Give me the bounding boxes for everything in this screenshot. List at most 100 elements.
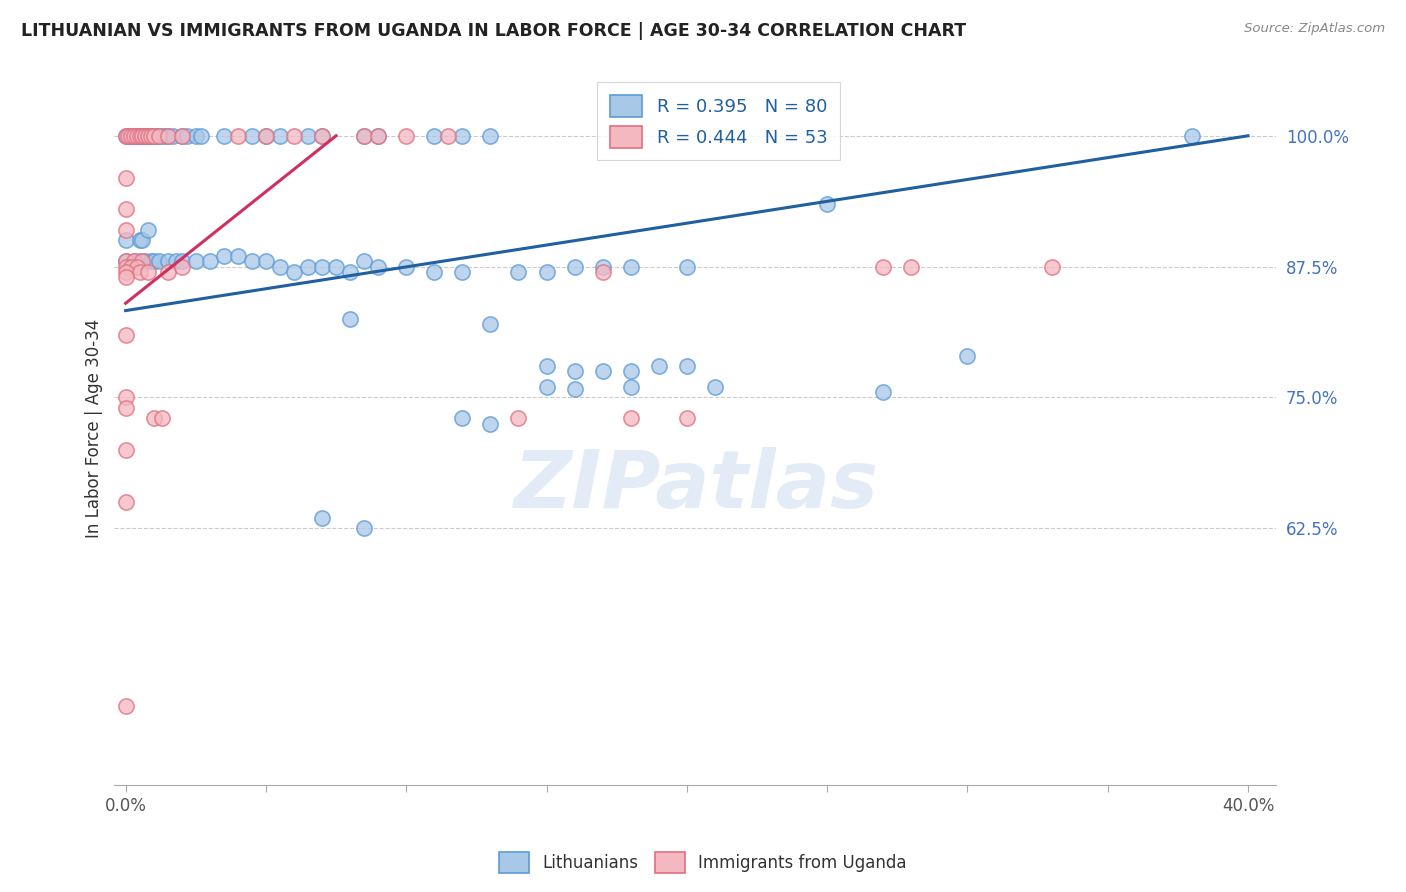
- Y-axis label: In Labor Force | Age 30-34: In Labor Force | Age 30-34: [86, 319, 103, 539]
- Point: [142, 254, 165, 268]
- Point: [120, 260, 142, 274]
- Legend: Lithuanians, Immigrants from Uganda: Lithuanians, Immigrants from Uganda: [492, 846, 914, 880]
- Point: [134, 128, 156, 143]
- Text: LITHUANIAN VS IMMIGRANTS FROM UGANDA IN LABOR FORCE | AGE 30-34 CORRELATION CHAR: LITHUANIAN VS IMMIGRANTS FROM UGANDA IN …: [21, 22, 966, 40]
- Text: ZIPatlas: ZIPatlas: [513, 447, 877, 524]
- Point: [170, 128, 193, 143]
- Point: [226, 128, 249, 143]
- Point: [676, 411, 699, 425]
- Legend: R = 0.395   N = 80, R = 0.444   N = 53: R = 0.395 N = 80, R = 0.444 N = 53: [598, 82, 839, 161]
- Point: [311, 511, 333, 525]
- Point: [395, 260, 418, 274]
- Point: [131, 234, 153, 248]
- Point: [451, 411, 474, 425]
- Point: [311, 128, 333, 143]
- Point: [139, 254, 162, 268]
- Point: [114, 128, 136, 143]
- Point: [815, 196, 838, 211]
- Point: [150, 128, 173, 143]
- Point: [297, 128, 319, 143]
- Point: [198, 254, 221, 268]
- Point: [240, 254, 263, 268]
- Point: [240, 128, 263, 143]
- Point: [353, 128, 375, 143]
- Point: [872, 385, 894, 400]
- Point: [117, 128, 139, 143]
- Point: [114, 234, 136, 248]
- Point: [122, 128, 145, 143]
- Point: [114, 401, 136, 415]
- Point: [162, 128, 184, 143]
- Point: [339, 265, 361, 279]
- Point: [148, 254, 170, 268]
- Point: [134, 254, 156, 268]
- Point: [136, 265, 159, 279]
- Point: [254, 128, 277, 143]
- Point: [134, 128, 156, 143]
- Text: Source: ZipAtlas.com: Source: ZipAtlas.com: [1244, 22, 1385, 36]
- Point: [564, 364, 586, 378]
- Point: [125, 260, 148, 274]
- Point: [956, 349, 979, 363]
- Point: [479, 317, 502, 331]
- Point: [142, 128, 165, 143]
- Point: [423, 265, 446, 279]
- Point: [156, 265, 179, 279]
- Point: [114, 260, 136, 274]
- Point: [479, 128, 502, 143]
- Point: [122, 254, 145, 268]
- Point: [156, 128, 179, 143]
- Point: [564, 260, 586, 274]
- Point: [212, 249, 235, 263]
- Point: [114, 128, 136, 143]
- Point: [592, 265, 614, 279]
- Point: [353, 521, 375, 535]
- Point: [212, 128, 235, 143]
- Point: [564, 382, 586, 396]
- Point: [620, 380, 643, 394]
- Point: [114, 254, 136, 268]
- Point: [592, 260, 614, 274]
- Point: [226, 249, 249, 263]
- Point: [128, 254, 150, 268]
- Point: [148, 128, 170, 143]
- Point: [339, 312, 361, 326]
- Point: [648, 359, 671, 373]
- Point: [114, 327, 136, 342]
- Point: [176, 128, 198, 143]
- Point: [128, 128, 150, 143]
- Point: [311, 260, 333, 274]
- Point: [114, 495, 136, 509]
- Point: [114, 254, 136, 268]
- Point: [170, 260, 193, 274]
- Point: [437, 128, 460, 143]
- Point: [170, 254, 193, 268]
- Point: [122, 128, 145, 143]
- Point: [367, 128, 389, 143]
- Point: [900, 260, 922, 274]
- Point: [136, 128, 159, 143]
- Point: [325, 260, 347, 274]
- Point: [1181, 128, 1204, 143]
- Point: [367, 260, 389, 274]
- Point: [114, 270, 136, 285]
- Point: [114, 265, 136, 279]
- Point: [283, 128, 305, 143]
- Point: [353, 128, 375, 143]
- Point: [536, 359, 558, 373]
- Point: [395, 128, 418, 143]
- Point: [114, 391, 136, 405]
- Point: [269, 128, 291, 143]
- Point: [125, 128, 148, 143]
- Point: [114, 442, 136, 457]
- Point: [184, 254, 207, 268]
- Point: [367, 128, 389, 143]
- Point: [620, 411, 643, 425]
- Point: [165, 254, 187, 268]
- Point: [114, 223, 136, 237]
- Point: [508, 411, 530, 425]
- Point: [120, 128, 142, 143]
- Point: [190, 128, 212, 143]
- Point: [136, 128, 159, 143]
- Point: [536, 380, 558, 394]
